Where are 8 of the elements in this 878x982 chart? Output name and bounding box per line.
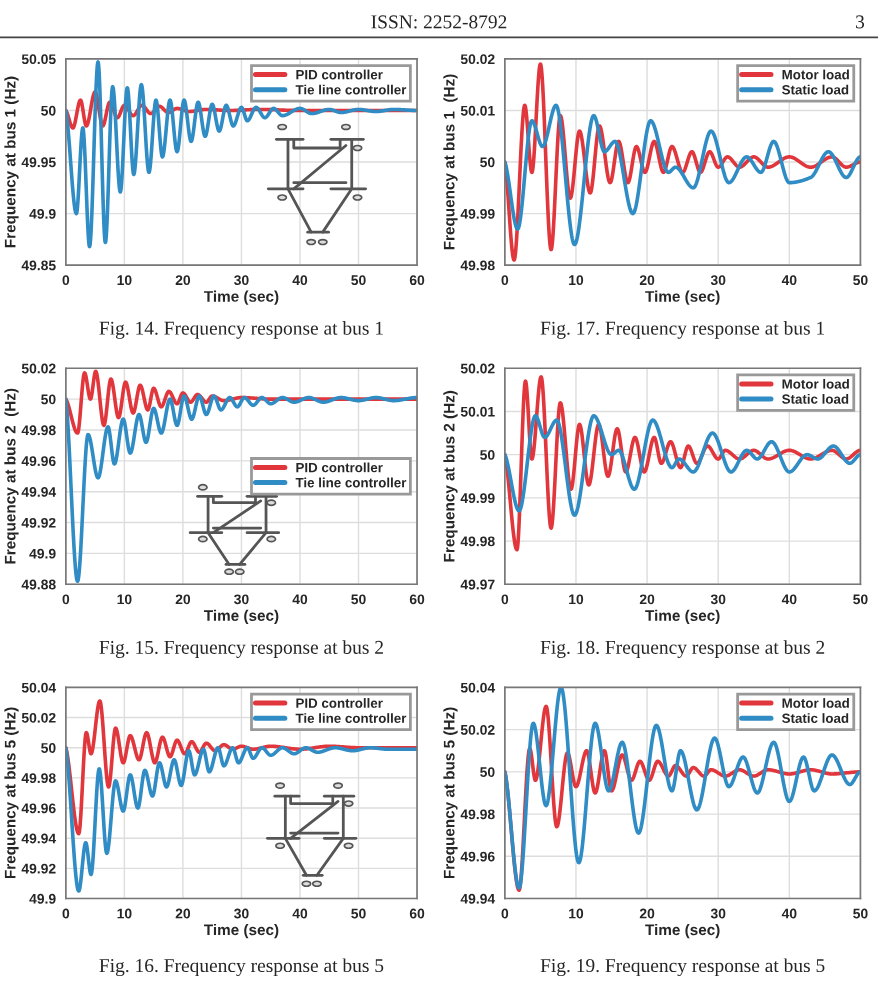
caption: Fig. 14. Frequency response at bus 1 [99,321,383,339]
caption: Fig. 15. Frequency response at bus 2 [99,640,383,658]
caption: Fig. 16. Frequency response at bus 5 [99,958,384,977]
caption: Fig. 19. Frequency response at bus 5 [540,958,825,977]
text: 3 [856,15,865,29]
caption: Fig. 17. Frequency response at bus 1 [540,321,825,339]
caption: Fig. 18. Frequency response at bus 2 [540,640,825,658]
text: ISSN: 2252-8792 [371,15,507,29]
